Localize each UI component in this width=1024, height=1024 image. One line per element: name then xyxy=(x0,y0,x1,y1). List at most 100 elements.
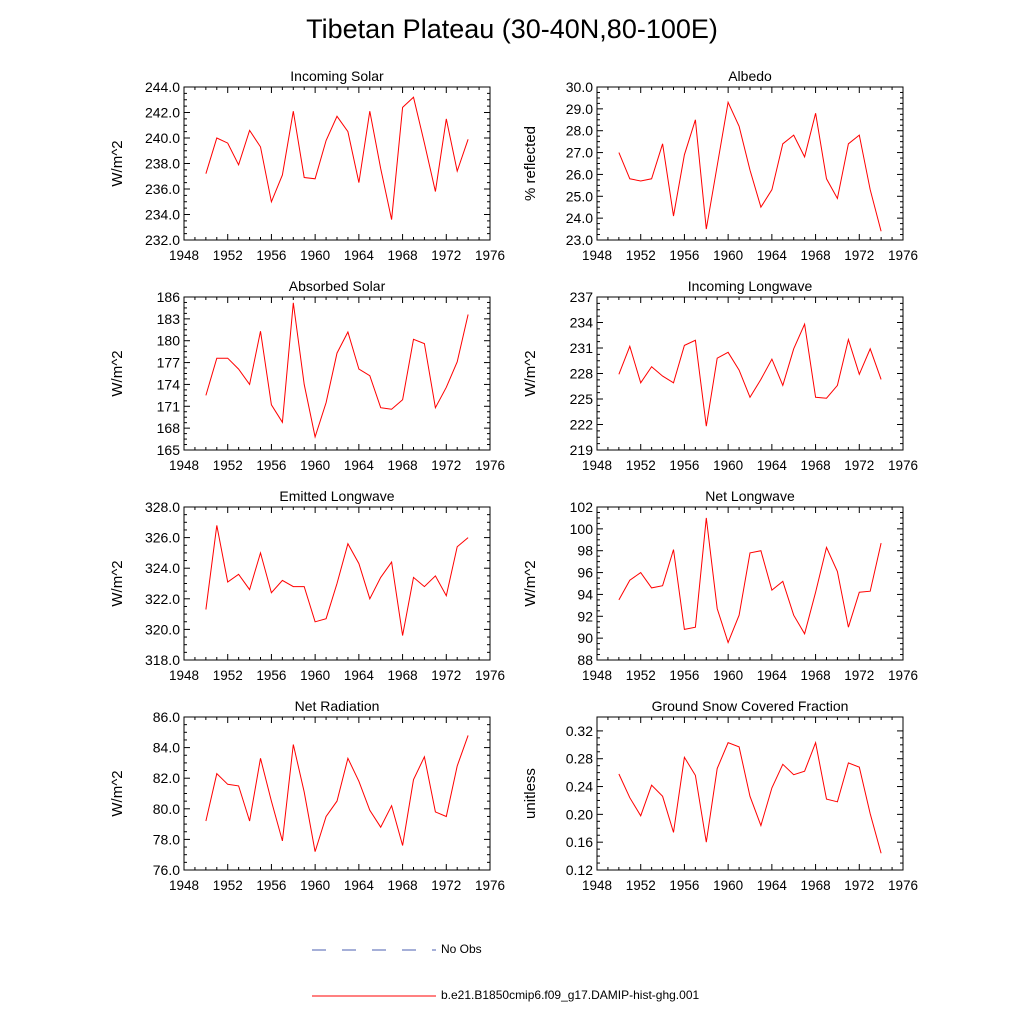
y-tick-label: 232.0 xyxy=(145,232,180,248)
y-tick-label: 94 xyxy=(577,586,593,602)
y-tick-label: 231 xyxy=(570,340,594,356)
x-tick-label: 1976 xyxy=(475,458,505,473)
legend-model-label: b.e21.B1850cmip6.f09_g17.DAMIP-hist-ghg.… xyxy=(441,988,700,1002)
chart-panel: Absorbed Solar W/m^2 1948 1952 1956 1960 1964 1… xyxy=(109,278,505,473)
y-tick-label: 102 xyxy=(570,499,594,515)
page-title: Tibetan Plateau (30-40N,80-100E) xyxy=(306,14,718,44)
y-tick-label: 186 xyxy=(157,289,181,305)
y-tick-label: 0.16 xyxy=(566,834,593,850)
x-tick-label: 1956 xyxy=(256,878,286,893)
y-tick-label: 78.0 xyxy=(153,831,180,847)
chart-panel: Net Longwave W/m^2 1948 1952 1956 1960 1964 196… xyxy=(522,488,918,683)
x-tick-label: 1948 xyxy=(169,248,199,263)
x-tick-label: 1956 xyxy=(256,668,286,683)
x-tick-label: 1952 xyxy=(213,668,243,683)
y-tick-label: 88 xyxy=(577,652,593,668)
y-tick-label: 26.0 xyxy=(566,166,593,182)
y-tick-label: 242.0 xyxy=(145,105,180,121)
x-tick-label: 1960 xyxy=(300,668,330,683)
y-axis-label: W/m^2 xyxy=(522,560,539,606)
series-line xyxy=(205,735,469,852)
y-tick-label: 324.0 xyxy=(145,560,180,576)
series-line xyxy=(205,302,469,439)
chart-title: Incoming Solar xyxy=(290,68,384,84)
chart-title: Net Radiation xyxy=(295,698,380,714)
y-tick-label: 238.0 xyxy=(145,156,180,172)
y-axis-label: W/m^2 xyxy=(109,560,126,606)
y-tick-label: 27.0 xyxy=(566,145,593,161)
x-tick-label: 1952 xyxy=(213,248,243,263)
y-axis-label: % reflected xyxy=(522,126,539,201)
legend-obs-label: No Obs xyxy=(441,942,482,956)
x-tick-label: 1948 xyxy=(582,458,612,473)
y-tick-label: 96 xyxy=(577,565,593,581)
x-tick-label: 1972 xyxy=(431,878,461,893)
y-tick-label: 0.20 xyxy=(566,806,593,822)
x-tick-label: 1968 xyxy=(388,458,418,473)
y-tick-label: 318.0 xyxy=(145,652,180,668)
y-tick-label: 219 xyxy=(570,442,594,458)
x-tick-label: 1972 xyxy=(844,668,874,683)
x-tick-label: 1976 xyxy=(888,668,918,683)
y-tick-label: 0.12 xyxy=(566,862,593,878)
plot-frame xyxy=(183,86,491,241)
chart-panel: Incoming Longwave W/m^2 1948 1952 1956 1960 19… xyxy=(522,278,918,473)
x-tick-label: 1960 xyxy=(713,458,743,473)
plot-frame xyxy=(596,716,904,871)
chart-panel: Emitted Longwave W/m^2 1948 1952 1956 1960 196… xyxy=(109,488,505,683)
plot-frame xyxy=(596,506,904,661)
x-tick-label: 1964 xyxy=(344,668,375,683)
y-tick-label: 80.0 xyxy=(153,801,180,817)
y-tick-label: 84.0 xyxy=(153,740,180,756)
x-tick-label: 1956 xyxy=(669,878,699,893)
x-tick-label: 1948 xyxy=(582,248,612,263)
y-tick-label: 171 xyxy=(157,398,181,414)
y-tick-label: 0.24 xyxy=(566,779,593,795)
chart-title: Albedo xyxy=(728,68,772,84)
y-tick-label: 237 xyxy=(570,289,594,305)
series-line xyxy=(618,740,882,854)
plot-frame xyxy=(596,86,904,241)
y-axis-label: unitless xyxy=(522,768,539,819)
x-tick-label: 1972 xyxy=(431,668,461,683)
x-tick-label: 1948 xyxy=(169,458,199,473)
series-line xyxy=(618,322,882,427)
y-tick-label: 86.0 xyxy=(153,709,180,725)
y-tick-label: 180 xyxy=(157,333,181,349)
x-tick-label: 1976 xyxy=(888,248,918,263)
y-tick-label: 322.0 xyxy=(145,591,180,607)
y-tick-label: 165 xyxy=(157,442,181,458)
x-tick-label: 1972 xyxy=(844,458,874,473)
x-tick-label: 1960 xyxy=(300,248,330,263)
y-tick-label: 177 xyxy=(157,355,181,371)
x-tick-label: 1964 xyxy=(757,458,788,473)
chart-title: Emitted Longwave xyxy=(279,488,394,504)
x-tick-label: 1968 xyxy=(801,458,831,473)
y-tick-label: 168 xyxy=(157,420,181,436)
y-tick-label: 222 xyxy=(570,417,594,433)
y-tick-label: 100 xyxy=(570,521,594,537)
y-tick-label: 174 xyxy=(157,376,181,392)
y-tick-label: 0.28 xyxy=(566,751,593,767)
x-tick-label: 1948 xyxy=(169,878,199,893)
x-tick-label: 1948 xyxy=(169,668,199,683)
y-tick-label: 234.0 xyxy=(145,207,180,223)
x-tick-label: 1976 xyxy=(475,668,505,683)
x-tick-label: 1976 xyxy=(475,878,505,893)
y-tick-label: 28.0 xyxy=(566,123,593,139)
y-tick-label: 25.0 xyxy=(566,188,593,204)
x-tick-label: 1952 xyxy=(626,458,656,473)
y-tick-label: 24.0 xyxy=(566,210,593,226)
chart-title: Net Longwave xyxy=(705,488,795,504)
y-axis-label: W/m^2 xyxy=(522,350,539,396)
series-line xyxy=(205,96,469,220)
x-tick-label: 1952 xyxy=(626,668,656,683)
chart-panel: Albedo % reflected 1948 1952 1956 1960 1964 196… xyxy=(522,68,918,263)
x-tick-label: 1972 xyxy=(431,248,461,263)
y-tick-label: 23.0 xyxy=(566,232,593,248)
y-tick-label: 90 xyxy=(577,630,593,646)
x-tick-label: 1952 xyxy=(213,878,243,893)
x-tick-label: 1956 xyxy=(256,248,286,263)
x-tick-label: 1968 xyxy=(388,248,418,263)
